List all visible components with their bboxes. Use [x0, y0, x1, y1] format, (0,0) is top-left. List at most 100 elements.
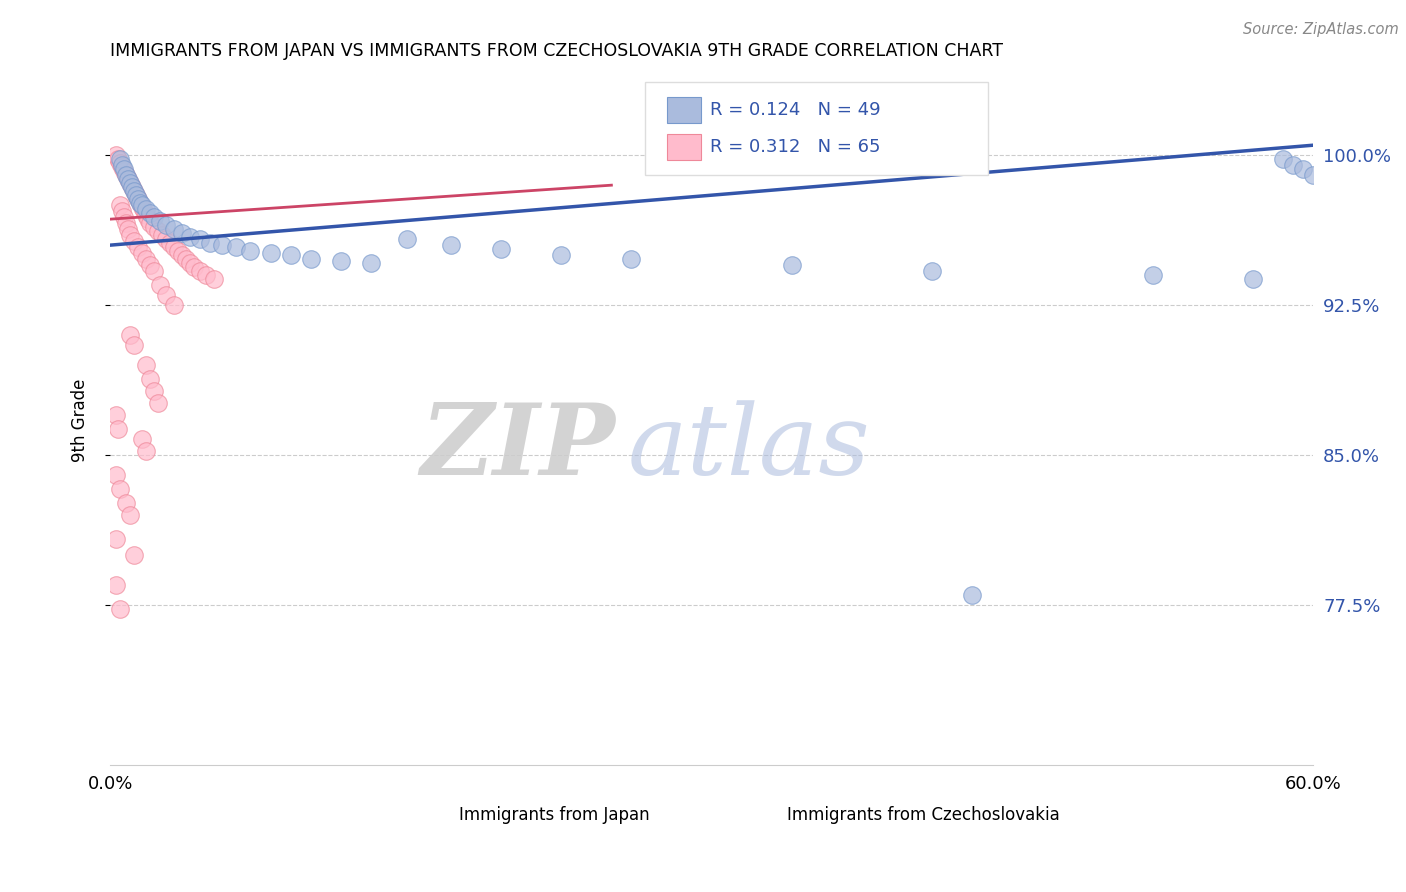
- Point: [149, 278, 172, 293]
- Point: [115, 168, 138, 182]
- Text: IMMIGRANTS FROM JAPAN VS IMMIGRANTS FROM CZECHOSLOVAKIA 9TH GRADE CORRELATION CH: IMMIGRANTS FROM JAPAN VS IMMIGRANTS FROM…: [110, 42, 1002, 60]
- Point: [111, 158, 134, 172]
- Point: [163, 298, 186, 312]
- Point: [550, 248, 572, 262]
- Point: [239, 244, 262, 259]
- Text: R = 0.312   N = 65: R = 0.312 N = 65: [710, 138, 882, 156]
- Point: [1282, 158, 1305, 172]
- Point: [125, 188, 148, 202]
- Point: [150, 228, 173, 243]
- Point: [155, 218, 177, 232]
- Point: [139, 258, 162, 272]
- Text: R = 0.124   N = 49: R = 0.124 N = 49: [710, 102, 882, 120]
- Point: [107, 152, 129, 166]
- Point: [115, 168, 138, 182]
- Point: [139, 216, 162, 230]
- Point: [122, 184, 145, 198]
- Point: [122, 184, 145, 198]
- Point: [117, 172, 139, 186]
- Point: [131, 200, 153, 214]
- Point: [1322, 182, 1344, 196]
- Point: [115, 216, 138, 230]
- Point: [120, 176, 142, 190]
- Point: [280, 248, 302, 262]
- Point: [179, 230, 201, 244]
- Point: [148, 396, 170, 410]
- Point: [131, 198, 153, 212]
- Point: [155, 288, 177, 302]
- Y-axis label: 9th Grade: 9th Grade: [72, 378, 89, 462]
- Point: [167, 244, 190, 259]
- Point: [395, 232, 418, 246]
- Point: [111, 204, 134, 219]
- Point: [172, 248, 194, 262]
- Point: [105, 148, 128, 162]
- Point: [127, 192, 149, 206]
- FancyBboxPatch shape: [668, 134, 700, 160]
- Point: [225, 240, 247, 254]
- Point: [135, 444, 157, 458]
- Point: [105, 408, 128, 422]
- Point: [135, 208, 157, 222]
- Point: [1292, 162, 1315, 177]
- Point: [139, 372, 162, 386]
- Point: [299, 252, 322, 267]
- Point: [120, 176, 142, 190]
- Point: [962, 588, 984, 602]
- FancyBboxPatch shape: [668, 97, 700, 123]
- Point: [200, 236, 222, 251]
- Point: [780, 258, 803, 272]
- Point: [620, 252, 643, 267]
- Point: [136, 212, 159, 227]
- Point: [143, 384, 166, 398]
- Point: [120, 328, 142, 343]
- Point: [122, 548, 145, 562]
- Point: [122, 234, 145, 248]
- Point: [112, 210, 135, 224]
- Point: [120, 508, 142, 522]
- Point: [139, 206, 162, 220]
- Point: [105, 468, 128, 483]
- Point: [108, 156, 131, 170]
- FancyBboxPatch shape: [754, 804, 780, 826]
- Point: [131, 432, 153, 446]
- Point: [163, 222, 186, 236]
- Point: [163, 240, 186, 254]
- Point: [1331, 192, 1354, 206]
- Point: [120, 228, 142, 243]
- Point: [112, 164, 135, 178]
- FancyBboxPatch shape: [645, 82, 988, 175]
- Point: [143, 220, 166, 235]
- Point: [259, 246, 281, 260]
- Point: [1241, 272, 1264, 286]
- Point: [111, 160, 134, 174]
- Point: [155, 232, 177, 246]
- Point: [172, 226, 194, 240]
- FancyBboxPatch shape: [423, 804, 450, 826]
- Point: [195, 268, 218, 282]
- Point: [329, 254, 352, 268]
- Point: [125, 188, 148, 202]
- Point: [121, 180, 143, 194]
- Point: [174, 252, 197, 267]
- Point: [440, 238, 463, 252]
- Point: [135, 252, 157, 267]
- Point: [105, 578, 128, 592]
- Point: [1326, 188, 1348, 202]
- Point: [188, 264, 211, 278]
- Point: [921, 264, 943, 278]
- Point: [108, 152, 131, 166]
- Point: [1317, 178, 1340, 193]
- Point: [127, 192, 149, 206]
- Point: [183, 260, 205, 275]
- Text: ZIP: ZIP: [420, 400, 616, 496]
- Point: [129, 196, 152, 211]
- Point: [179, 256, 201, 270]
- Point: [108, 198, 131, 212]
- Point: [108, 482, 131, 496]
- Point: [115, 496, 138, 510]
- Point: [188, 232, 211, 246]
- Point: [489, 242, 512, 256]
- Point: [134, 204, 156, 219]
- Point: [112, 162, 135, 177]
